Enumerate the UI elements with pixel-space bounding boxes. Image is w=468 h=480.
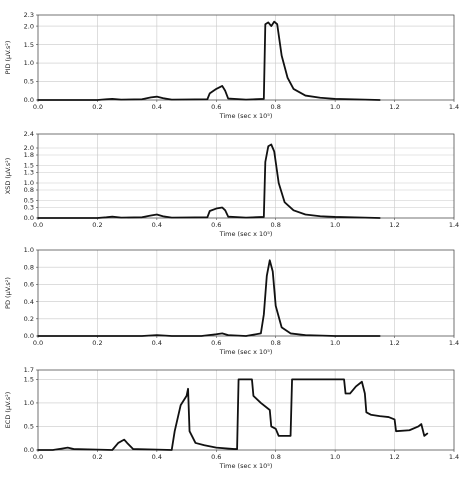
y-tick-label: 1.8 [24,151,34,159]
x-tick-label: 1.0 [330,103,340,111]
y-tick-label: 1.0 [24,179,34,187]
y-tick-label: 2.3 [24,11,34,19]
y-axis-label: ECD (µV.s²) [4,392,12,429]
y-tick-label: 2.0 [24,144,34,152]
x-tick-label: 0.2 [92,339,102,347]
x-tick-label: 1.0 [330,339,340,347]
y-tick-label: 1.5 [24,162,34,170]
x-axis-label: Time (sec x 10⁵) [219,348,273,356]
x-tick-label: 1.0 [330,221,340,229]
y-tick-label: 0.6 [24,281,34,289]
x-tick-label: 0.0 [33,453,43,461]
x-tick-label: 0.4 [152,453,162,461]
y-tick-label: 0.8 [24,186,34,194]
y-tick-label: 0.0 [24,446,34,454]
x-tick-label: 0.2 [92,103,102,111]
x-tick-label: 0.6 [211,221,221,229]
x-tick-label: 1.4 [449,221,459,229]
x-axis-label: Time (sec x 10⁵) [219,462,273,470]
plot-frame [37,369,455,451]
x-tick-label: 1.0 [330,453,340,461]
x-tick-label: 1.2 [389,221,399,229]
x-tick-label: 0.8 [271,453,281,461]
y-tick-label: 0.8 [24,263,34,271]
x-axis-label: Time (sec x 10⁵) [219,230,273,238]
y-tick-label: 0.0 [24,332,34,340]
y-tick-label: 1.7 [24,366,34,374]
y-tick-label: 1.5 [24,41,34,49]
series-line-1 [37,259,381,337]
y-tick-label: 1.5 [24,376,34,384]
x-tick-label: 0.4 [152,339,162,347]
x-tick-label: 0.8 [271,339,281,347]
x-tick-label: 0.6 [211,339,221,347]
x-tick-label: 0.2 [92,453,102,461]
y-tick-label: 0.5 [24,197,34,205]
x-tick-label: 1.4 [449,103,459,111]
y-tick-label: 0.0 [24,214,34,222]
y-tick-label: 0.5 [24,78,34,86]
x-tick-label: 0.6 [211,453,221,461]
y-tick-label: 0.2 [24,315,34,323]
y-tick-label: 2.4 [24,130,34,138]
chart-panel-2: 0.0 0.2 0.4 0.6 0.8 1.0 1.2 1.40.00.30.50.81.01… [4,130,459,238]
x-axis-label: Time (sec x 10⁵) [219,112,273,120]
x-tick-label: 0.2 [92,221,102,229]
series-line-1 [37,378,429,451]
y-tick-label: 0.5 [24,423,34,431]
x-tick-label: 0.0 [33,103,43,111]
x-tick-label: 0.8 [271,103,281,111]
y-tick-label: 1.3 [24,169,34,177]
y-tick-label: 0.0 [24,96,34,104]
plot-frame [37,14,455,101]
x-tick-label: 0.0 [33,339,43,347]
x-tick-label: 1.4 [449,453,459,461]
series-line-1 [37,20,381,101]
y-tick-label: 0.4 [24,298,34,306]
chart-panel-4: 0.0 0.2 0.4 0.6 0.8 1.0 1.2 1.4 0.0 0.5 1.0 1.5 1.7 T… [4,366,459,470]
x-tick-label: 0.6 [211,103,221,111]
y-tick-label: 1.0 [24,59,34,67]
x-tick-label: 1.2 [389,453,399,461]
x-tick-label: 0.4 [152,103,162,111]
plot-frame [37,249,455,337]
y-tick-label: 2.0 [24,22,34,30]
x-tick-label: 1.2 [389,339,399,347]
x-tick-label: 0.8 [271,221,281,229]
x-tick-label: 1.2 [389,103,399,111]
plot-frame [37,133,455,219]
y-tick-label: 1.0 [24,399,34,407]
y-tick-label: 0.3 [24,204,34,212]
y-axis-label: XSD (µV.s²) [4,158,12,195]
chart-panel-3: 0.0 0.2 0.4 0.6 0.8 1.0 1.2 1.4 0.0 0.2 0.4 0.6 0.8 1… [4,246,459,356]
y-tick-label: 1.0 [24,246,34,254]
x-tick-label: 0.4 [152,221,162,229]
series-line-1 [37,143,381,219]
chart-panel-1: 0.0 0.2 0.4 0.6 0.8 1.0 1.2 1.4 0.0 0.5 1.0 1.5 2.0 2… [4,11,459,120]
x-tick-label: 1.4 [449,339,459,347]
y-axis-label: PD (µV.s²) [4,277,12,309]
x-tick-label: 0.0 [33,221,43,229]
y-axis-label: PID (µV.s²) [4,41,12,75]
